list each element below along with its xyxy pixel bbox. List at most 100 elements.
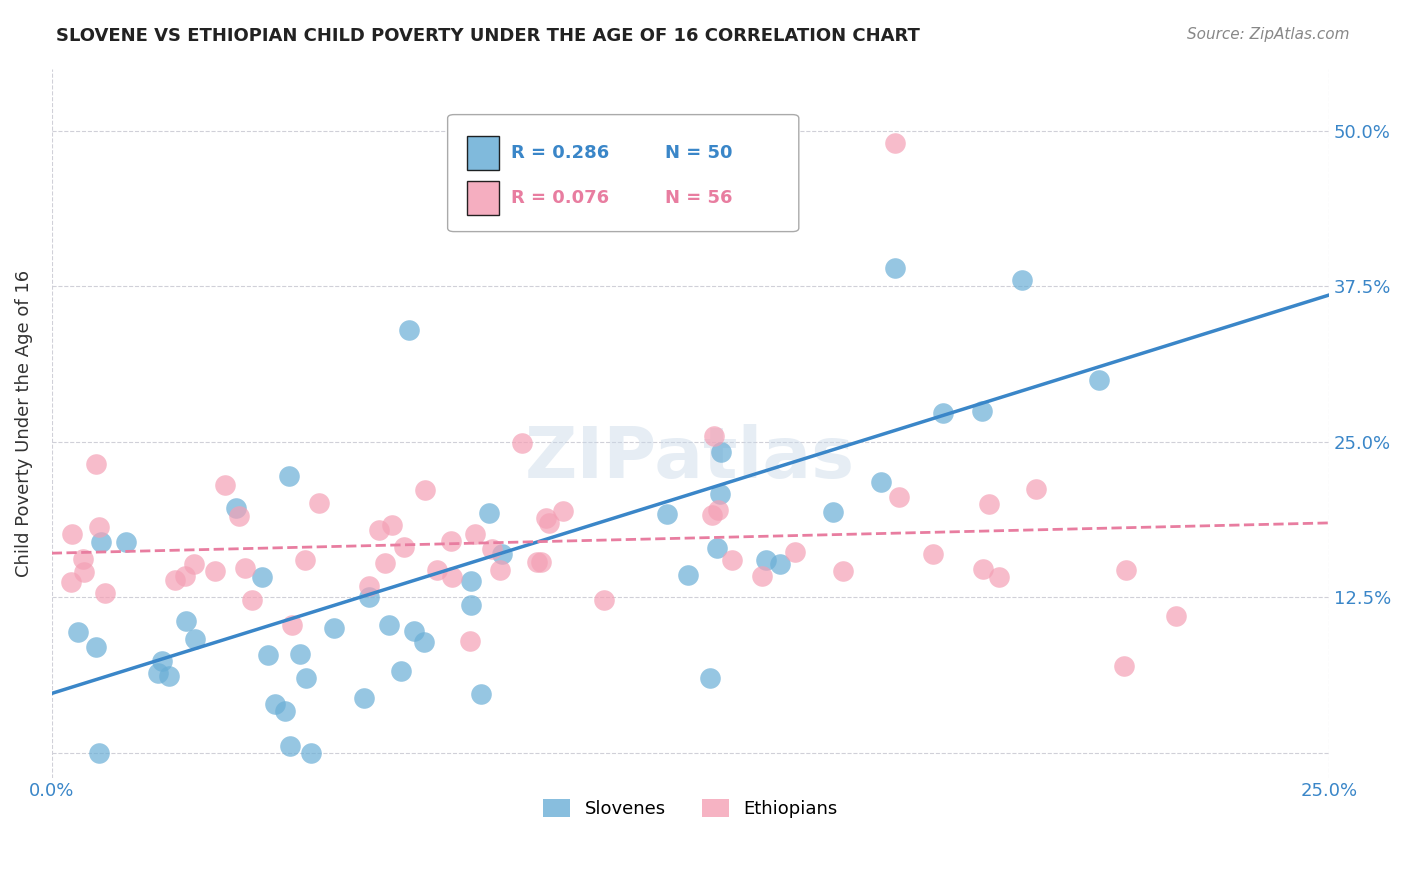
Point bbox=[389, 664, 412, 678]
Point bbox=[377, 617, 399, 632]
Point bbox=[441, 569, 464, 583]
Point bbox=[184, 632, 207, 646]
Point bbox=[510, 436, 533, 450]
Point bbox=[537, 516, 560, 531]
Point bbox=[460, 598, 482, 612]
Point bbox=[90, 534, 112, 549]
Point bbox=[413, 635, 436, 649]
Point bbox=[628, 211, 651, 225]
Y-axis label: Child Poverty Under the Age of 16: Child Poverty Under the Age of 16 bbox=[15, 269, 32, 576]
Point bbox=[988, 570, 1011, 584]
Text: R = 0.286: R = 0.286 bbox=[512, 144, 610, 161]
FancyBboxPatch shape bbox=[467, 181, 499, 215]
Point bbox=[278, 739, 301, 754]
Point bbox=[932, 406, 955, 420]
Point bbox=[529, 555, 551, 569]
Point bbox=[86, 640, 108, 654]
Point bbox=[703, 429, 725, 443]
Point bbox=[225, 501, 247, 516]
Text: Source: ZipAtlas.com: Source: ZipAtlas.com bbox=[1187, 27, 1350, 42]
Point bbox=[755, 553, 778, 567]
Point bbox=[709, 486, 731, 500]
Point bbox=[115, 534, 138, 549]
Point bbox=[721, 552, 744, 566]
Point bbox=[402, 624, 425, 638]
FancyBboxPatch shape bbox=[447, 114, 799, 232]
Point bbox=[922, 547, 945, 561]
Point bbox=[93, 586, 115, 600]
Point bbox=[295, 671, 318, 685]
Point bbox=[977, 497, 1000, 511]
Point bbox=[551, 504, 574, 518]
Point bbox=[481, 541, 503, 556]
Point bbox=[1011, 273, 1033, 287]
Point bbox=[308, 496, 330, 510]
Point bbox=[887, 490, 910, 504]
Point bbox=[1114, 658, 1136, 673]
Point bbox=[146, 666, 169, 681]
Point bbox=[176, 615, 198, 629]
Point bbox=[204, 564, 226, 578]
Point bbox=[706, 541, 728, 555]
Point bbox=[278, 469, 301, 483]
Point bbox=[783, 545, 806, 559]
Point bbox=[526, 556, 548, 570]
Point bbox=[464, 527, 486, 541]
Point bbox=[491, 547, 513, 561]
Point bbox=[398, 323, 420, 337]
Point bbox=[706, 503, 728, 517]
Text: R = 0.076: R = 0.076 bbox=[512, 189, 610, 207]
Point bbox=[323, 621, 346, 635]
Point bbox=[832, 564, 855, 578]
Point bbox=[699, 671, 721, 685]
Point bbox=[87, 746, 110, 760]
Point bbox=[264, 697, 287, 711]
Point bbox=[458, 634, 481, 648]
Point bbox=[1088, 372, 1111, 386]
Point bbox=[294, 553, 316, 567]
Point bbox=[60, 526, 83, 541]
Point bbox=[368, 523, 391, 537]
Point bbox=[478, 506, 501, 520]
Point bbox=[357, 591, 380, 605]
Point bbox=[353, 691, 375, 706]
Point bbox=[972, 562, 994, 576]
Point bbox=[655, 507, 678, 521]
Point bbox=[654, 198, 676, 212]
Point bbox=[299, 746, 322, 760]
Point bbox=[257, 648, 280, 662]
Point bbox=[392, 540, 415, 554]
Point bbox=[534, 510, 557, 524]
Point bbox=[710, 445, 733, 459]
Point bbox=[460, 574, 482, 588]
Text: N = 56: N = 56 bbox=[665, 189, 733, 207]
Point bbox=[233, 561, 256, 575]
Text: N = 50: N = 50 bbox=[665, 144, 733, 161]
Point bbox=[972, 403, 994, 417]
Point bbox=[183, 558, 205, 572]
Point bbox=[823, 505, 845, 519]
Point bbox=[288, 647, 311, 661]
Point bbox=[240, 593, 263, 607]
Legend: Slovenes, Ethiopians: Slovenes, Ethiopians bbox=[536, 791, 845, 825]
Point bbox=[157, 669, 180, 683]
Point bbox=[883, 260, 905, 275]
Text: ZIPatlas: ZIPatlas bbox=[526, 424, 855, 493]
Point bbox=[381, 517, 404, 532]
Point bbox=[1164, 608, 1187, 623]
Point bbox=[163, 573, 186, 587]
Point bbox=[374, 557, 396, 571]
Point bbox=[883, 136, 905, 150]
Point bbox=[869, 475, 891, 489]
Point bbox=[73, 565, 96, 579]
Point bbox=[357, 579, 380, 593]
Point bbox=[593, 593, 616, 607]
Point bbox=[489, 563, 512, 577]
Point bbox=[89, 520, 111, 534]
Text: SLOVENE VS ETHIOPIAN CHILD POVERTY UNDER THE AGE OF 16 CORRELATION CHART: SLOVENE VS ETHIOPIAN CHILD POVERTY UNDER… bbox=[56, 27, 920, 45]
Point bbox=[281, 618, 304, 632]
Point bbox=[150, 654, 173, 668]
Point bbox=[676, 567, 699, 582]
Point bbox=[702, 508, 724, 523]
Point bbox=[769, 557, 792, 571]
